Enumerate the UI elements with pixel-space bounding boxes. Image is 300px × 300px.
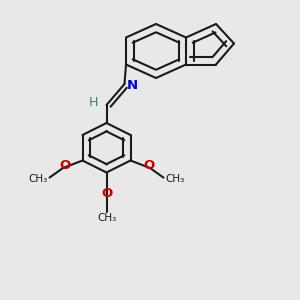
Text: CH₃: CH₃ — [29, 173, 48, 184]
Text: CH₃: CH₃ — [97, 213, 116, 223]
Text: O: O — [143, 159, 154, 172]
Text: CH₃: CH₃ — [165, 173, 184, 184]
Text: N: N — [126, 79, 138, 92]
Text: O: O — [101, 187, 112, 200]
Text: O: O — [59, 159, 70, 172]
Text: H: H — [89, 95, 99, 109]
